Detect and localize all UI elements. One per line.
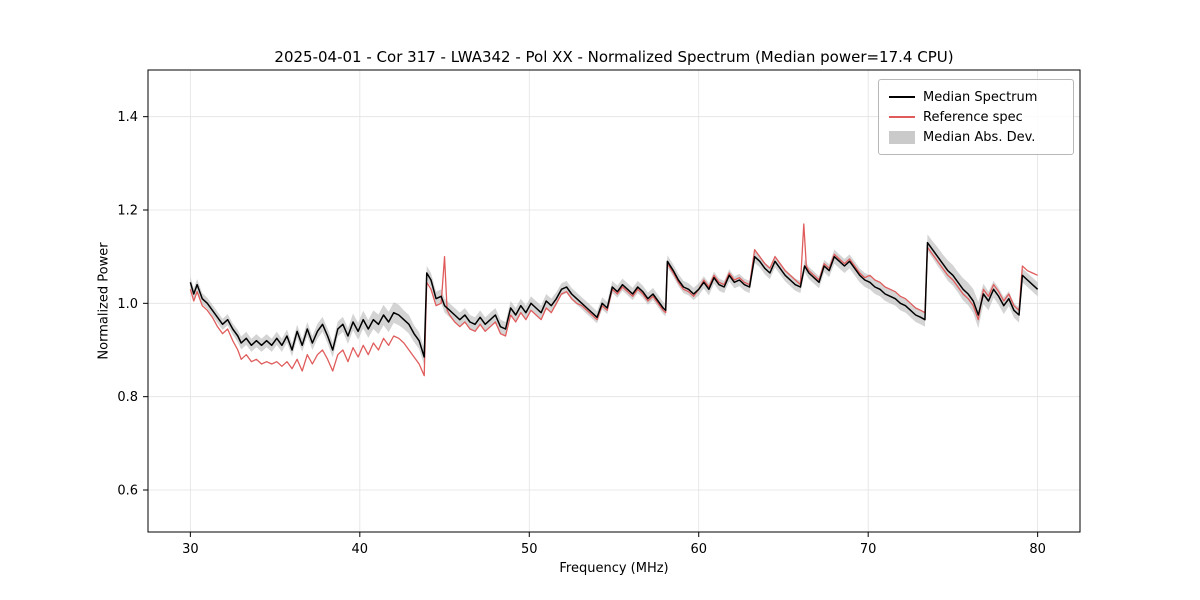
svg-text:0.6: 0.6 bbox=[117, 484, 138, 499]
median-spectrum-line-swatch bbox=[889, 96, 915, 98]
svg-text:0.8: 0.8 bbox=[117, 390, 138, 405]
svg-text:60: 60 bbox=[690, 542, 707, 557]
y-axis-label: Normalized Power bbox=[96, 242, 112, 360]
legend-label-reference-spec: Reference spec bbox=[923, 109, 1023, 125]
legend: Median Spectrum Reference spec Median Ab… bbox=[878, 79, 1074, 155]
legend-label-median-abs-dev: Median Abs. Dev. bbox=[923, 129, 1036, 145]
legend-item-median-abs-dev: Median Abs. Dev. bbox=[889, 127, 1063, 147]
svg-text:1.0: 1.0 bbox=[117, 297, 138, 312]
x-axis-label: Frequency (MHz) bbox=[559, 561, 669, 576]
svg-text:80: 80 bbox=[1029, 542, 1046, 557]
legend-item-reference-spec: Reference spec bbox=[889, 107, 1063, 127]
svg-text:40: 40 bbox=[352, 542, 369, 557]
legend-label-median-spectrum: Median Spectrum bbox=[923, 89, 1038, 105]
svg-text:50: 50 bbox=[521, 542, 538, 557]
svg-text:30: 30 bbox=[182, 542, 199, 557]
svg-text:70: 70 bbox=[860, 542, 877, 557]
chart-title: 2025-04-01 - Cor 317 - LWA342 - Pol XX -… bbox=[274, 48, 954, 66]
median-abs-dev-patch-swatch bbox=[889, 130, 915, 144]
svg-text:1.4: 1.4 bbox=[117, 110, 138, 125]
svg-text:1.2: 1.2 bbox=[117, 204, 138, 219]
reference-spec-line-swatch bbox=[889, 116, 915, 118]
legend-item-median-spectrum: Median Spectrum bbox=[889, 87, 1063, 107]
